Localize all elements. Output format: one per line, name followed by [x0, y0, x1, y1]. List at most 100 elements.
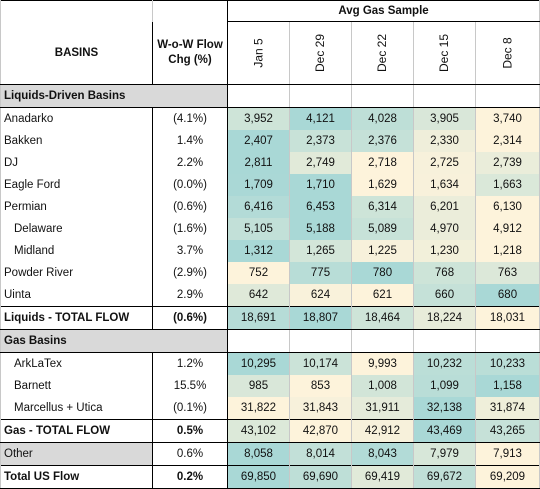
flow-value: 2,718 [351, 152, 414, 174]
flow-value: 31,911 [351, 397, 414, 420]
section-title: Gas Basins [0, 329, 228, 353]
flow-value: 43,265 [475, 419, 540, 443]
flow-value: 780 [351, 262, 414, 284]
wow-change: (0.0%) [152, 174, 228, 196]
flow-value: 5,188 [289, 218, 352, 240]
wow-change: 0.5% [152, 419, 228, 443]
flow-value: 4,028 [351, 107, 414, 130]
blank-cell [413, 84, 476, 108]
flow-value: 18,031 [475, 306, 540, 330]
blank-cell [227, 84, 290, 108]
flow-value: 642 [227, 284, 290, 307]
table-row: Midland 3.7% 1,312 1,265 1,225 1,230 1,218 [0, 240, 540, 262]
blank-cell [351, 329, 414, 353]
wow-change: (0.1%) [152, 397, 228, 420]
wow-change: (0.6%) [152, 196, 228, 218]
flow-value: 1,265 [289, 240, 352, 262]
flow-value: 2,811 [227, 152, 290, 174]
wow-change: 2.2% [152, 152, 228, 174]
flow-value: 1,710 [289, 174, 352, 196]
flow-value: 1,230 [413, 240, 476, 262]
flow-value: 1,218 [475, 240, 540, 262]
flow-value: 6,314 [351, 196, 414, 218]
basin-name: Midland [0, 240, 153, 262]
wow-change: 3.7% [152, 240, 228, 262]
flow-value: 10,232 [413, 352, 476, 375]
wow-change: (0.6%) [152, 306, 228, 330]
date-column-header: Jan 5 [227, 21, 290, 85]
flow-value: 18,464 [351, 306, 414, 330]
flow-value: 69,672 [413, 465, 476, 489]
wow-change: 2.9% [152, 284, 228, 307]
table-row: Eagle Ford (0.0%) 1,709 1,710 1,629 1,634 1,66… [0, 174, 540, 196]
flow-value: 7,979 [413, 442, 476, 466]
total-us-flow-row: Total US Flow 0.2% 69,850 69,690 69,419 69,67… [0, 465, 540, 489]
flow-value: 1,158 [475, 375, 540, 397]
basin-name: Bakken [0, 130, 153, 152]
table-row: Anadarko (4.1%) 3,952 4,121 4,028 3,905 3,740 [0, 107, 540, 130]
flow-value: 69,690 [289, 465, 352, 489]
flow-value: 775 [289, 262, 352, 284]
wow-change: 1.2% [152, 352, 228, 375]
table-row: Delaware (1.6%) 5,105 5,188 5,089 4,970 4,912 [0, 218, 540, 240]
blank-cell [227, 329, 290, 353]
flow-value: 8,058 [227, 442, 290, 466]
flow-value: 2,739 [475, 152, 540, 174]
date-column-header: Dec 29 [289, 21, 352, 85]
basin-name: Liquids - TOTAL FLOW [0, 306, 153, 330]
flow-value: 8,043 [351, 442, 414, 466]
flow-value: 3,952 [227, 107, 290, 130]
flow-value: 1,629 [351, 174, 414, 196]
wow-change: (4.1%) [152, 107, 228, 130]
flow-value: 1,709 [227, 174, 290, 196]
flow-value: 8,014 [289, 442, 352, 466]
blank-cell [475, 329, 540, 353]
basin-name: DJ [0, 152, 153, 174]
flow-value: 2,407 [227, 130, 290, 152]
flow-value: 4,912 [475, 218, 540, 240]
flow-value: 985 [227, 375, 290, 397]
table-row: Barnett 15.5% 985 853 1,008 1,099 1,158 [0, 375, 540, 397]
date-column-header: Dec 8 [475, 21, 540, 85]
flow-value: 18,807 [289, 306, 352, 330]
flow-value: 42,870 [289, 419, 352, 443]
date-label: Dec 22 [375, 33, 390, 73]
date-column-header: Dec 15 [413, 21, 476, 85]
header-blank-cell [152, 0, 228, 22]
flow-value: 624 [289, 284, 352, 307]
flow-value: 1,008 [351, 375, 414, 397]
flow-value: 752 [227, 262, 290, 284]
flow-value: 69,419 [351, 465, 414, 489]
flow-value: 6,453 [289, 196, 352, 218]
flow-value: 6,130 [475, 196, 540, 218]
flow-value: 2,376 [351, 130, 414, 152]
wow-change: (1.6%) [152, 218, 228, 240]
table-row: Marcellus + Utica (0.1%) 31,822 31,843 31,91… [0, 397, 540, 420]
flow-value: 763 [475, 262, 540, 284]
flow-value: 768 [413, 262, 476, 284]
wow-change: 0.2% [152, 465, 228, 489]
date-label: Dec 29 [313, 33, 328, 73]
flow-value: 5,089 [351, 218, 414, 240]
date-column-header: Dec 22 [351, 21, 414, 85]
flow-value: 18,224 [413, 306, 476, 330]
flow-value: 2,725 [413, 152, 476, 174]
flow-value: 31,843 [289, 397, 352, 420]
flow-value: 2,749 [289, 152, 352, 174]
flow-value: 31,822 [227, 397, 290, 420]
flow-value: 43,102 [227, 419, 290, 443]
flow-value: 69,850 [227, 465, 290, 489]
flow-value: 31,874 [475, 397, 540, 420]
avg-gas-sample-header: Avg Gas Sample [227, 0, 540, 22]
wow-change: (2.9%) [152, 262, 228, 284]
basin-name: Anadarko [0, 107, 153, 130]
liquids-total-row: Liquids - TOTAL FLOW (0.6%) 18,691 18,807 18… [0, 306, 540, 330]
basin-name: Total US Flow [0, 465, 153, 489]
wow-change: 15.5% [152, 375, 228, 397]
flow-value: 7,913 [475, 442, 540, 466]
date-label: Dec 8 [500, 37, 515, 69]
table-row: Powder River (2.9%) 752 775 780 768 763 [0, 262, 540, 284]
flow-value: 10,295 [227, 352, 290, 375]
flow-value: 18,691 [227, 306, 290, 330]
